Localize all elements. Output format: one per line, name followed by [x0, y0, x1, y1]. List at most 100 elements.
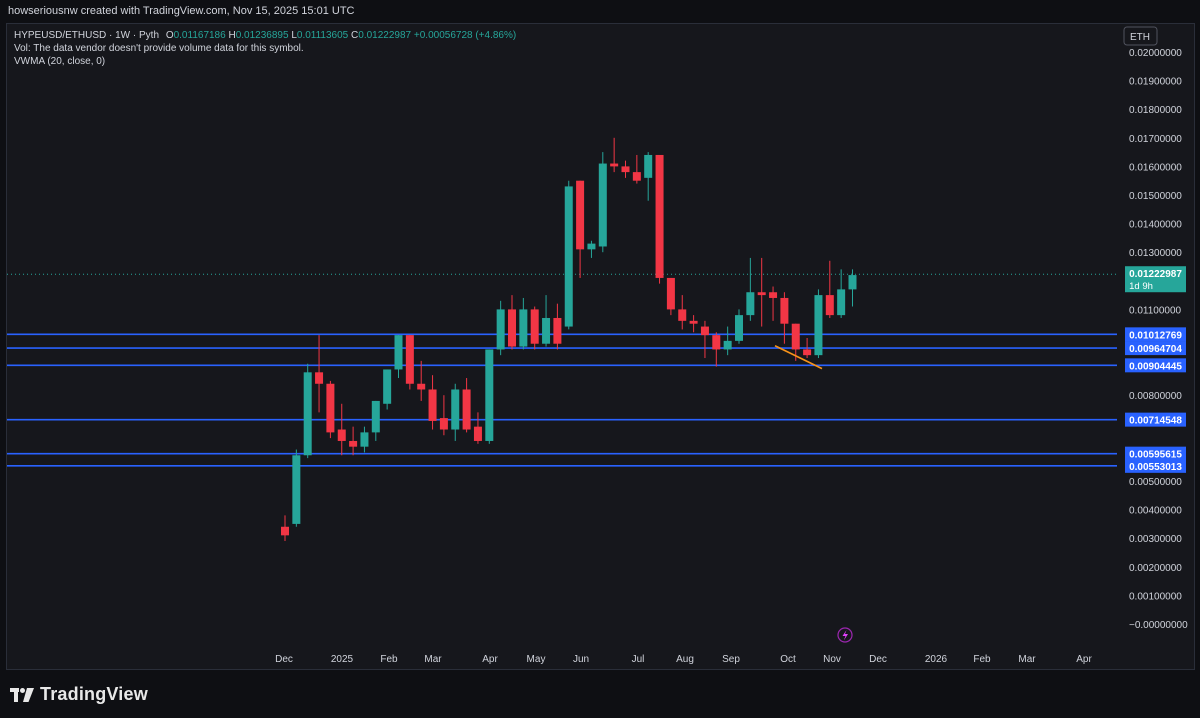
x-tick-label: Feb [380, 654, 398, 665]
level-price-label: 0.00714548 [1129, 416, 1182, 427]
candle [439, 395, 448, 436]
x-tick-label: Jul [632, 654, 645, 665]
candle [666, 277, 675, 316]
candle-body [837, 289, 846, 316]
candle [519, 297, 528, 350]
y-tick-label: 0.02000000 [1129, 48, 1182, 59]
candle-body [825, 295, 834, 316]
y-tick-label: 0.00200000 [1129, 563, 1182, 574]
candle-body [439, 418, 448, 430]
candle-body [644, 154, 653, 178]
y-tick-label: 0.01300000 [1129, 248, 1182, 259]
candle [394, 335, 403, 379]
candle-body [485, 349, 494, 441]
x-tick-label: Feb [973, 654, 991, 665]
candle [780, 292, 789, 344]
y-tick-label: 0.01600000 [1129, 162, 1182, 173]
candle [383, 369, 392, 410]
candle-body [303, 372, 312, 456]
candle [326, 380, 335, 439]
candle-body [678, 309, 687, 321]
candle [315, 335, 324, 413]
candle-body [405, 335, 414, 384]
candle-body [530, 309, 539, 344]
trendline-group [774, 345, 823, 370]
candle [746, 257, 755, 321]
candle-body [326, 383, 335, 433]
level-price-tag [1125, 327, 1186, 342]
candle-body [519, 309, 528, 347]
currency-button[interactable]: ETH [1123, 26, 1158, 46]
y-tick-label: 0.00400000 [1129, 506, 1182, 517]
candle-body [610, 163, 619, 167]
price-axis[interactable]: 0.02000000 0.01900000 0.01800000 0.01700000… [1129, 48, 1188, 631]
tradingview-logo[interactable]: TradingView [10, 684, 148, 705]
candle-body [689, 320, 698, 324]
current-price-tag [1125, 266, 1186, 293]
candle-body [700, 326, 709, 336]
candle [700, 320, 709, 359]
candle [757, 257, 766, 327]
candle [576, 180, 585, 278]
candle [428, 375, 437, 430]
time-axis[interactable]: Dec 2025 Feb Mar Apr May Jun Jul Aug Sep Oct Nov Dec… [275, 654, 1092, 665]
y-tick-label: 0.00800000 [1129, 391, 1182, 402]
footer [0, 670, 1200, 718]
candle-body [848, 275, 857, 290]
candle [542, 295, 551, 347]
candle-body [780, 297, 789, 324]
y-tick-label: 0.01800000 [1129, 105, 1182, 116]
candle [848, 269, 857, 307]
candle-body [394, 335, 403, 370]
indicator-label[interactable]: VWMA (20, close, 0) [14, 56, 106, 67]
candle [337, 403, 346, 456]
top-bar: howseriousnw created with TradingView.co… [0, 0, 1200, 22]
candle [644, 152, 653, 201]
close-label: C [351, 30, 359, 41]
chart-canvas[interactable]: 0.01012769 0.00964704 0.00904445 0.00714548… [0, 0, 1200, 670]
candle-body [349, 440, 358, 447]
x-tick-label: Aug [676, 654, 694, 665]
candle-body [281, 526, 289, 536]
candle [281, 515, 289, 542]
candle-body [712, 335, 721, 350]
trendline[interactable] [774, 345, 823, 370]
x-tick-label: Mar [1018, 654, 1036, 665]
level-price-tag [1125, 458, 1186, 473]
candle-body [587, 243, 596, 250]
candle-body [564, 186, 573, 327]
y-tick-label: 0.01400000 [1129, 220, 1182, 231]
candle-body [383, 369, 392, 404]
candle-body [292, 455, 301, 524]
candle-body [803, 349, 812, 356]
candle [405, 335, 414, 390]
y-tick-label: 0.01700000 [1129, 134, 1182, 145]
y-tick-label: 0.01100000 [1129, 305, 1182, 316]
candle [417, 360, 426, 401]
high-value: 0.01236895 [235, 30, 289, 41]
symbol-legend: HYPEUSD/ETHUSD · 1W · Pyth O0.01167186 H… [14, 29, 516, 68]
x-tick-label: 2025 [331, 654, 354, 665]
candle-body [451, 389, 460, 430]
x-tick-label: Jun [573, 654, 589, 665]
candle-body [723, 340, 732, 350]
x-tick-label: Sep [722, 654, 740, 665]
candle [803, 338, 812, 359]
candle [564, 180, 573, 330]
candle [814, 289, 823, 359]
y-tick-label: 0.01500000 [1129, 191, 1182, 202]
events-icon[interactable] [837, 627, 853, 643]
candle-body [553, 317, 562, 344]
x-tick-label: Dec [275, 654, 293, 665]
x-tick-label: Dec [869, 654, 887, 665]
low-label: L [291, 30, 297, 41]
tradingview-logo-icon [10, 687, 34, 702]
y-tick-label: −0.00000000 [1129, 620, 1188, 631]
level-price-tag [1125, 412, 1186, 427]
symbol-title[interactable]: HYPEUSD/ETHUSD · 1W · Pyth [14, 30, 160, 41]
candle-body [598, 163, 607, 247]
level-price-tag [1125, 358, 1186, 373]
candle [485, 349, 494, 444]
candle-body [428, 389, 437, 421]
candle [791, 323, 800, 361]
